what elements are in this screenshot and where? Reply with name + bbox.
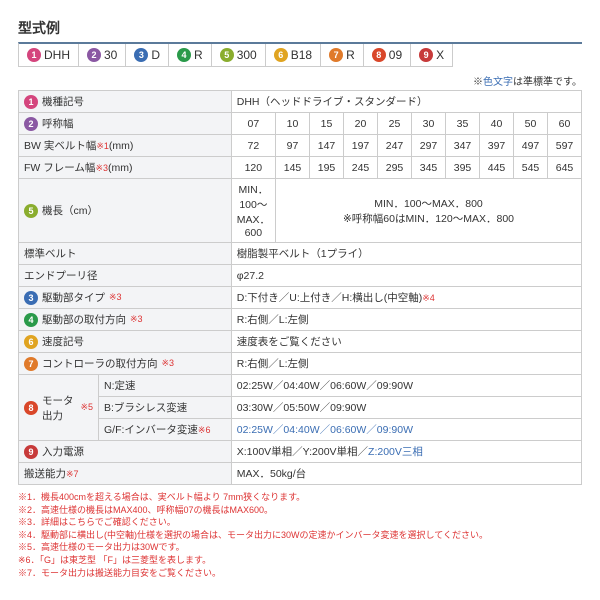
- model-cell: 3D: [126, 44, 169, 67]
- model-cell: 5300: [212, 44, 266, 67]
- footnotes: ※1．機長400cmを超える場合は、実ベルト幅より 7mm狭くなります。※2．高…: [18, 491, 582, 579]
- model-cell: 7R: [321, 44, 364, 67]
- model-cell: 6B18: [266, 44, 321, 67]
- right-note: ※色文字は準標準です。: [18, 73, 582, 88]
- model-cell: 9X: [411, 44, 453, 67]
- spec-table: 1機種記号 DHH（ヘッドドライブ・スタンダード） 2呼称幅 071015202…: [18, 90, 582, 485]
- section-title: 型式例: [18, 18, 582, 38]
- model-cell: 230: [79, 44, 126, 67]
- model-cell: 1DHH: [19, 44, 79, 67]
- model-cell: 4R: [169, 44, 212, 67]
- model-cell: 809: [364, 44, 411, 67]
- model-example-row: 1DHH2303D4R53006B187R8099X: [18, 42, 582, 67]
